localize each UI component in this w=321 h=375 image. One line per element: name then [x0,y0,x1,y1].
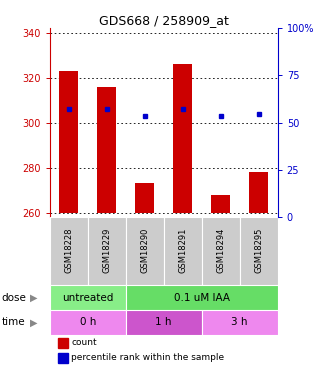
Bar [126,310,202,335]
Text: ▶: ▶ [30,292,38,303]
Text: GSM18228: GSM18228 [64,227,73,273]
Bar [240,217,278,285]
Bar [59,71,78,213]
Text: percentile rank within the sample: percentile rank within the sample [71,353,224,362]
Text: GSM18291: GSM18291 [178,227,187,273]
Text: dose: dose [2,292,26,303]
Text: GSM18294: GSM18294 [216,227,225,273]
Text: 1 h: 1 h [155,318,172,327]
Bar [135,183,154,213]
Bar [88,217,126,285]
Bar [211,195,230,213]
Bar [164,217,202,285]
Bar [50,285,126,310]
Text: 0.1 uM IAA: 0.1 uM IAA [174,292,230,303]
Text: count: count [71,338,97,347]
Text: GSM18229: GSM18229 [102,227,111,273]
Text: 3 h: 3 h [231,318,248,327]
Bar [202,217,240,285]
Bar [58,353,68,363]
Bar [249,172,268,213]
Bar [173,64,192,213]
Bar [126,285,278,310]
Text: GSM18290: GSM18290 [140,227,149,273]
Text: GSM18295: GSM18295 [254,227,263,273]
Bar [58,338,68,348]
Text: 0 h: 0 h [80,318,96,327]
Text: time: time [2,318,25,327]
Bar [202,310,278,335]
Text: ▶: ▶ [30,318,38,327]
Title: GDS668 / 258909_at: GDS668 / 258909_at [99,14,229,27]
Bar [97,87,116,213]
Bar [50,310,126,335]
Bar [126,217,164,285]
Text: untreated: untreated [62,292,113,303]
Bar [50,217,88,285]
